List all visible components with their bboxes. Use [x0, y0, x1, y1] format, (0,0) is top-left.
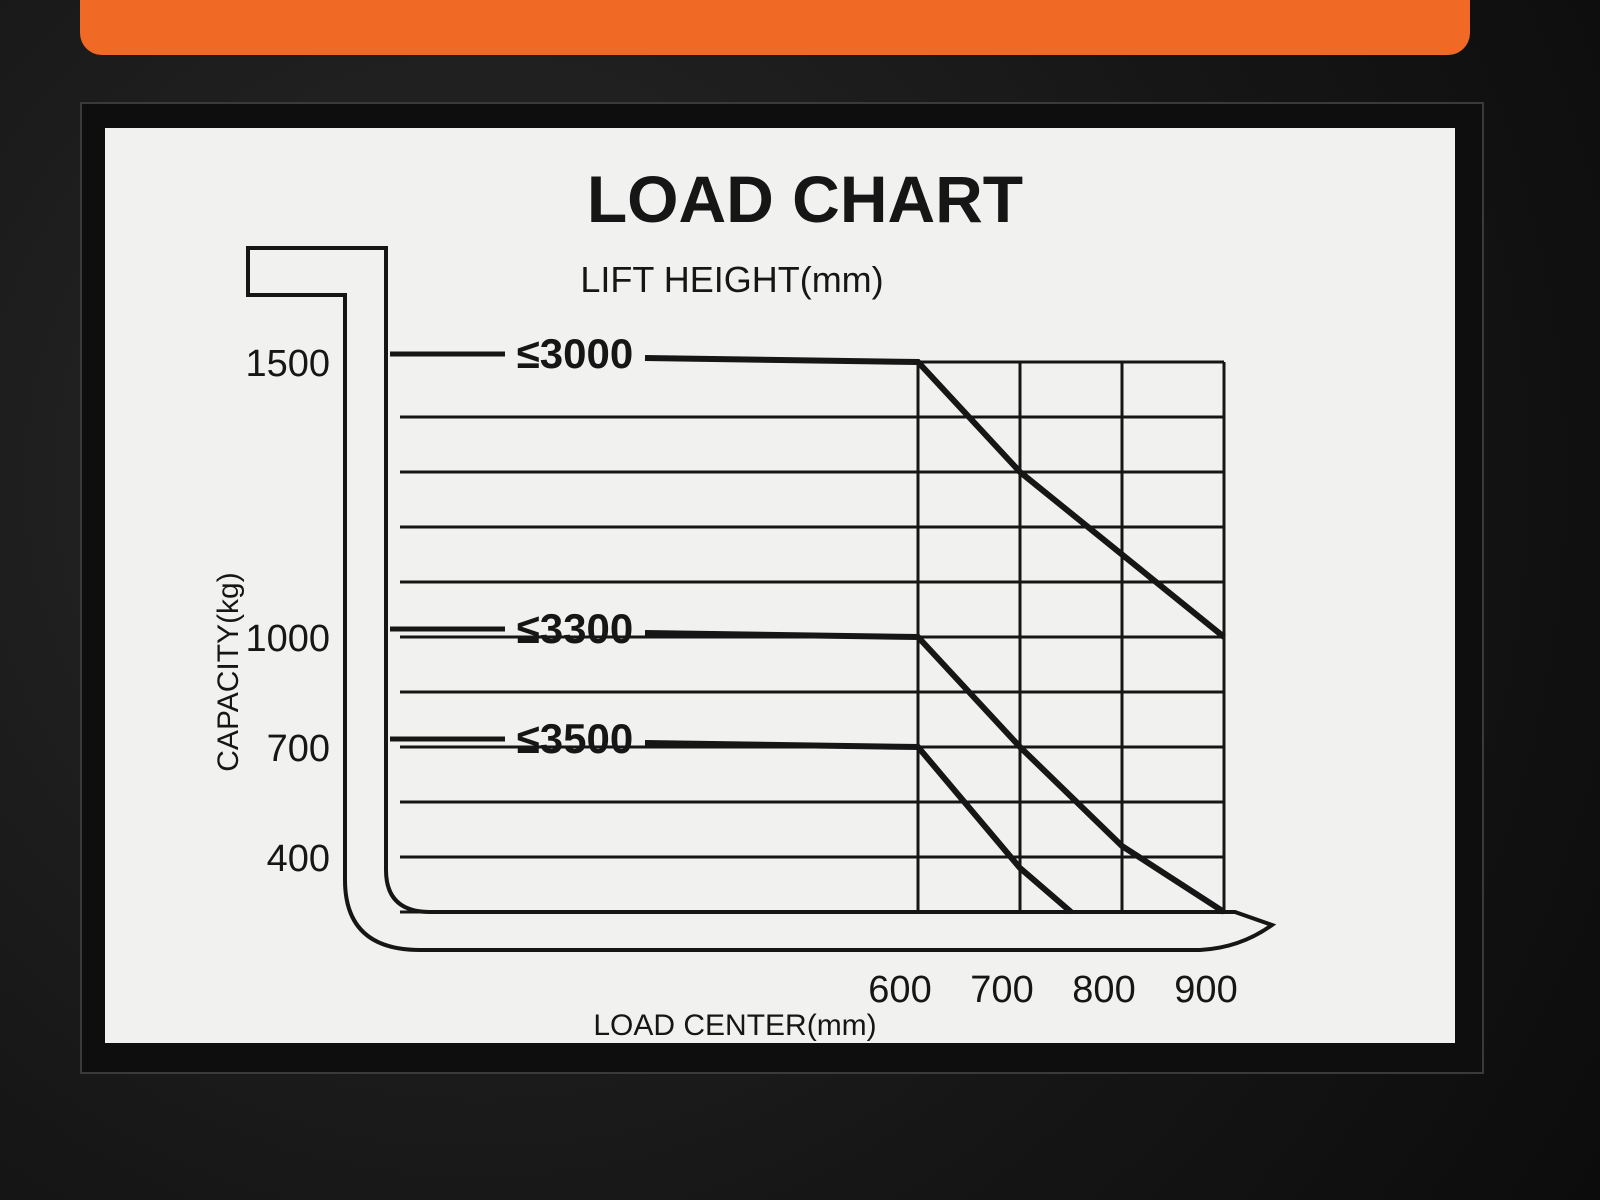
y-tick-label: 400 [267, 838, 330, 880]
x-tick-label: 700 [970, 969, 1033, 1011]
series-line [644, 740, 1073, 915]
y-tick-label: 700 [267, 728, 330, 770]
series-label: ≤3000 [517, 330, 633, 377]
chart-title: LOAD CHART [587, 162, 1023, 236]
fork-outline [246, 246, 1277, 952]
series-header: LIFT HEIGHT(mm) [580, 259, 883, 300]
x-axis-label: LOAD CENTER(mm) [593, 1009, 876, 1042]
y-axis-label: CAPACITY(kg) [212, 572, 245, 771]
y-tick-label: 1000 [245, 618, 330, 660]
series-label: ≤3300 [517, 605, 633, 652]
label-card [105, 128, 1455, 1043]
y-tick-label: 1500 [245, 343, 330, 385]
series-line [644, 355, 1226, 640]
x-tick-label: 600 [868, 969, 931, 1011]
x-tick-label: 800 [1072, 969, 1135, 1011]
x-tick-label: 900 [1174, 969, 1237, 1011]
series-line [644, 630, 1226, 915]
orange-band [80, 0, 1470, 55]
series-label: ≤3500 [517, 715, 633, 762]
